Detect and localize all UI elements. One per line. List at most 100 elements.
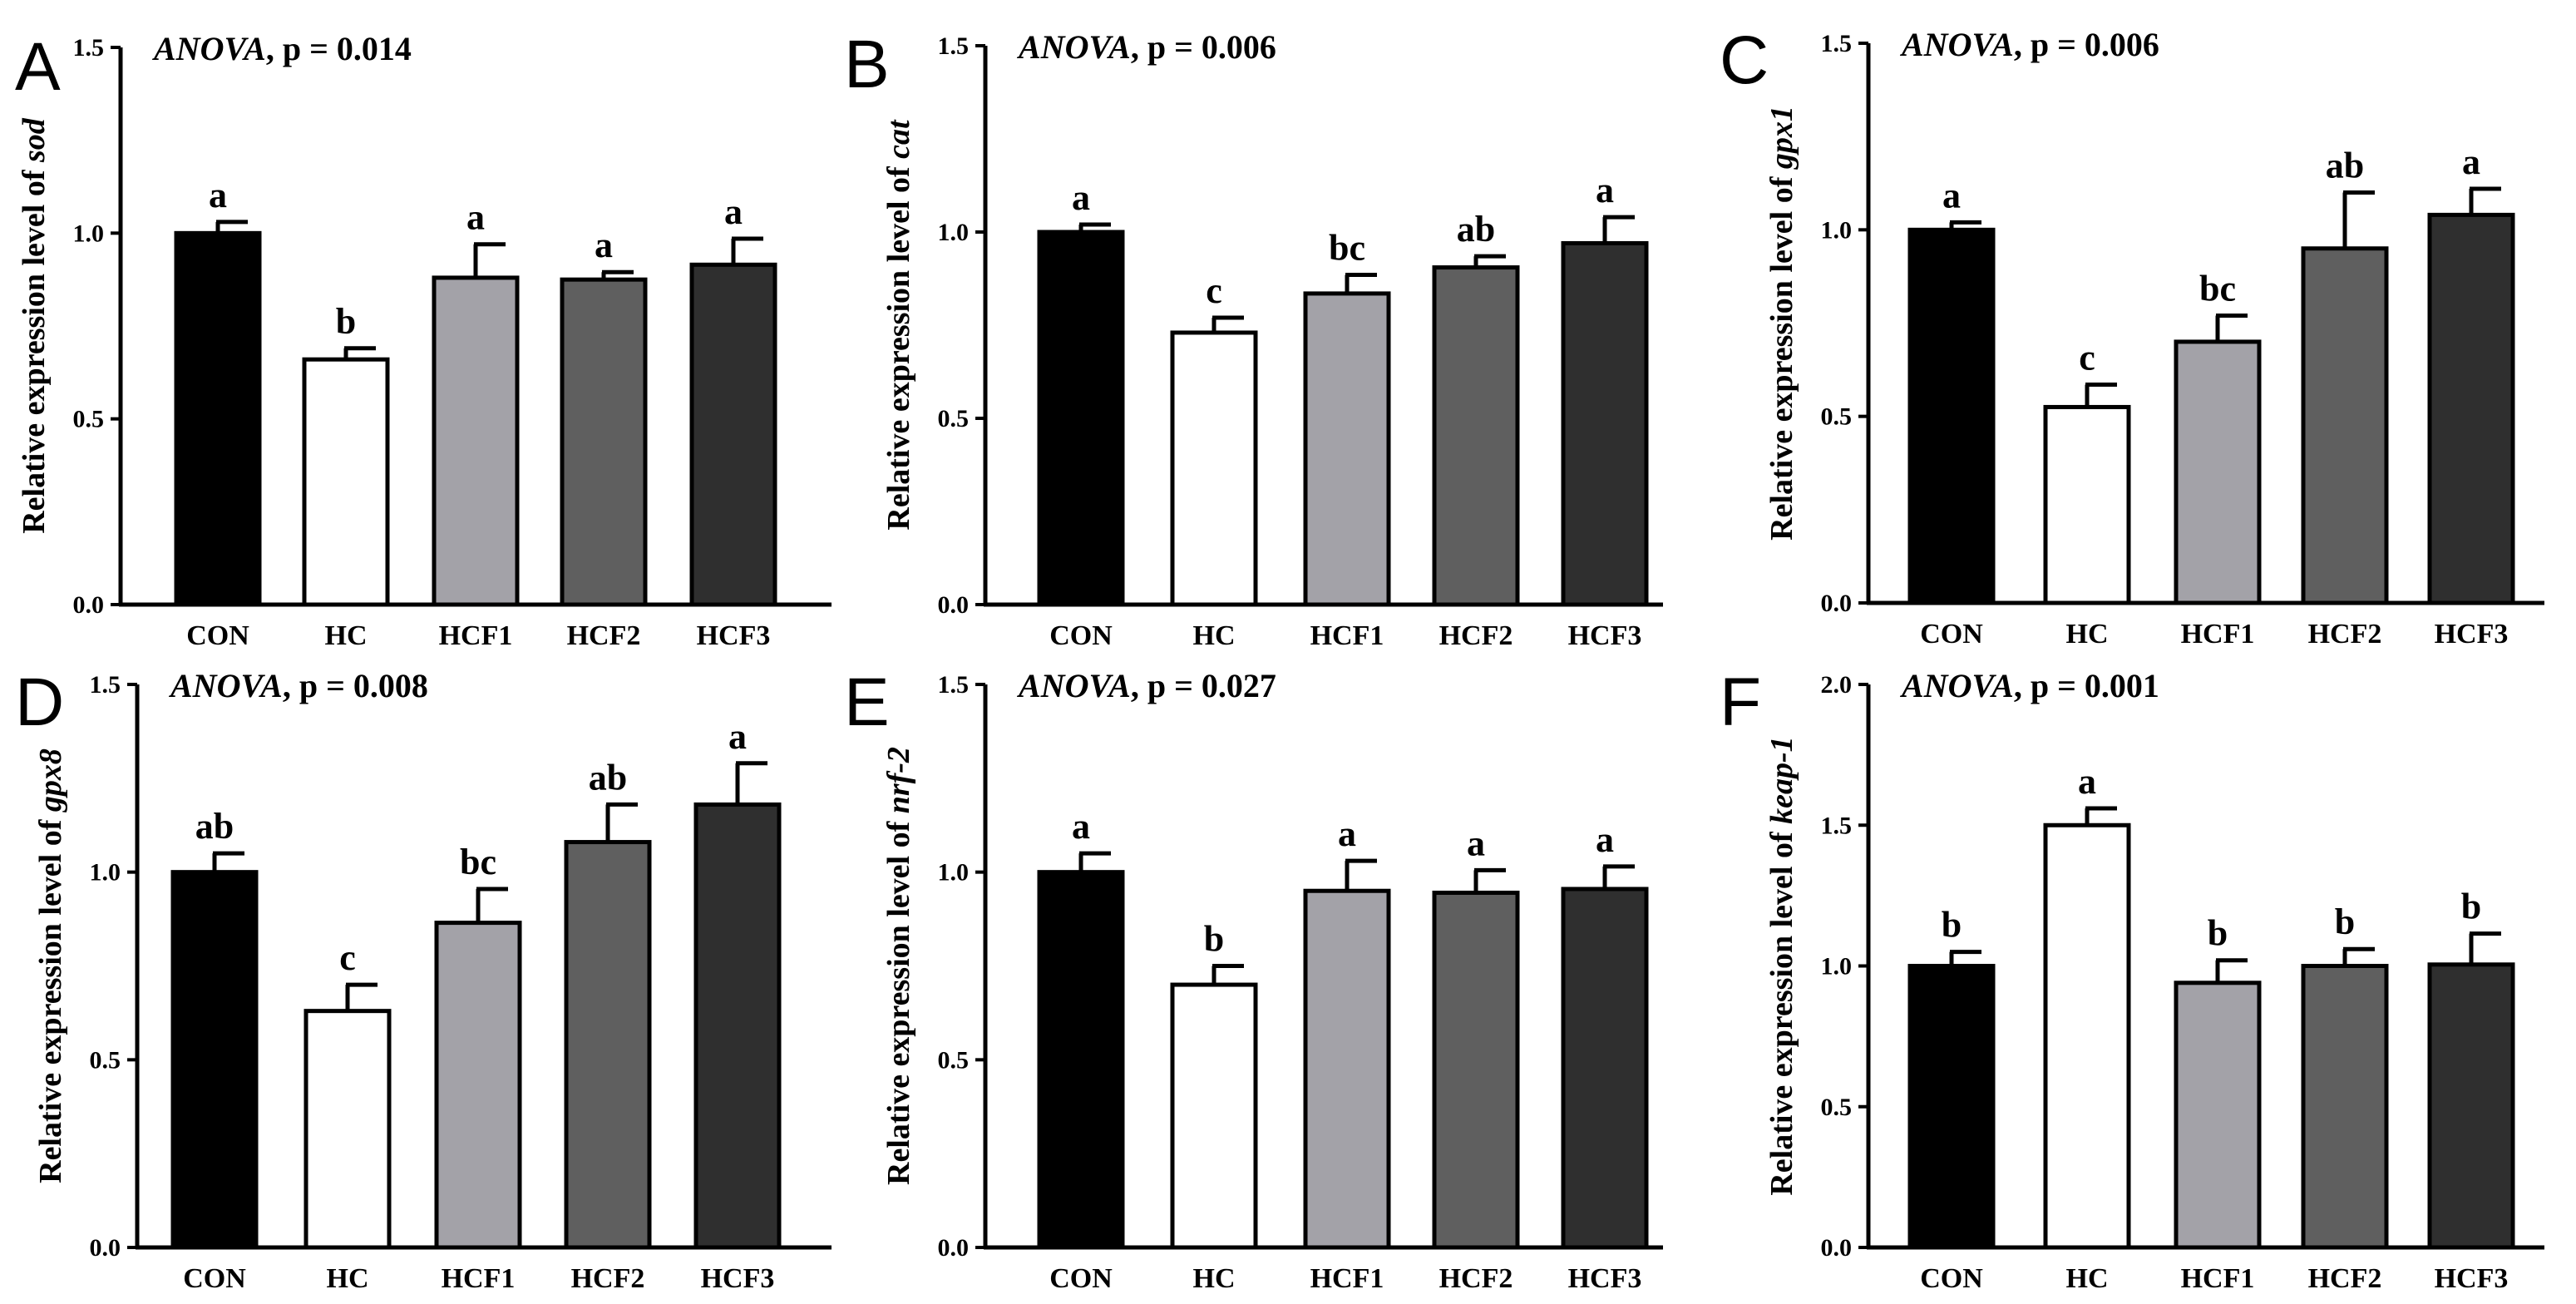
anova-annotation: ANOVA, p = 0.006 — [1899, 26, 2159, 63]
significance-letter: b — [336, 301, 356, 342]
significance-letter: ab — [195, 806, 234, 847]
panel-letter: E — [844, 664, 890, 740]
significance-letter: c — [1206, 270, 1222, 311]
y-axis-title-prefix: Relative expression level of — [881, 813, 916, 1185]
y-tick-label: 0.5 — [73, 406, 105, 433]
bar-hcf3 — [689, 262, 777, 607]
bar-con — [1907, 964, 1996, 1250]
anova-annotation: ANOVA, p = 0.008 — [168, 667, 428, 704]
anova-p-value: , p = 0.006 — [1131, 28, 1276, 66]
bar-hcf2 — [564, 840, 652, 1250]
bar-hcf2 — [2301, 964, 2389, 1250]
x-category-label: HC — [1193, 620, 1236, 651]
y-axis-title-gene: nrf-2 — [881, 747, 916, 813]
x-category-label: HC — [327, 1263, 369, 1294]
significance-letter: a — [209, 175, 227, 215]
y-axis-title-gene: sod — [17, 117, 52, 163]
chart-panel-d: D 0.0 0.5 1.0 1.5 Relative expression level o… — [15, 664, 832, 1294]
anova-annotation: ANOVA, p = 0.027 — [1016, 667, 1276, 704]
y-tick-label: 1.5 — [90, 671, 121, 699]
anova-label: ANOVA — [168, 667, 283, 704]
bar-hcf3 — [1561, 240, 1649, 607]
y-axis-title: Relative expression level of gpx8 — [33, 748, 68, 1183]
significance-letter: a — [728, 716, 747, 757]
y-tick-label: 0.5 — [1821, 1094, 1853, 1121]
x-category-label: HCF2 — [567, 620, 641, 651]
y-axis-title-gene: gpx8 — [33, 748, 68, 813]
y-tick-label: 1.5 — [938, 32, 970, 60]
x-category-label: HCF1 — [1310, 620, 1384, 651]
y-axis-title: Relative expression level of gpx1 — [1764, 106, 1799, 541]
bar-hc — [302, 357, 390, 607]
y-axis-title-gene: keap-1 — [1764, 736, 1799, 824]
significance-letter: a — [1467, 822, 1485, 863]
y-tick-label: 0.0 — [938, 1234, 970, 1262]
y-axis-title-prefix: Relative expression level of — [1764, 169, 1799, 541]
anova-label: ANOVA — [1899, 26, 2014, 63]
y-tick-label: 0.5 — [938, 1046, 970, 1074]
significance-letter: a — [1596, 170, 1614, 210]
y-axis-title: Relative expression level of cat — [881, 119, 916, 531]
anova-label: ANOVA — [1016, 667, 1131, 704]
y-tick-label: 1.5 — [1821, 812, 1853, 839]
x-category-label: CON — [1920, 1263, 1983, 1294]
anova-annotation: ANOVA, p = 0.001 — [1899, 667, 2159, 704]
x-category-label: CON — [1049, 1263, 1113, 1294]
bar-hcf3 — [693, 802, 782, 1250]
bar-hc — [2043, 404, 2131, 605]
y-tick-label: 1.0 — [90, 859, 121, 887]
panel-letter: A — [15, 29, 61, 105]
x-category-label: HCF1 — [2181, 619, 2255, 650]
chart-panel-b: B 0.0 0.5 1.0 1.5 Relative expression level o… — [844, 27, 1663, 651]
significance-letter: a — [1596, 819, 1614, 860]
y-tick-label: 0.0 — [938, 591, 970, 619]
bar-hcf2 — [560, 277, 648, 607]
x-category-label: HCF2 — [2308, 1263, 2382, 1294]
significance-letter: b — [1204, 919, 1224, 960]
bar-hcf1 — [434, 921, 522, 1250]
significance-letter: ab — [1457, 209, 1495, 249]
significance-letter: a — [2078, 761, 2096, 802]
bar-hcf1 — [1303, 291, 1391, 607]
y-tick-label: 0.0 — [1821, 590, 1853, 617]
x-category-label: HCF1 — [439, 620, 513, 651]
bar-hcf1 — [432, 275, 520, 607]
x-category-label: HCF1 — [442, 1263, 516, 1294]
y-axis-title-gene: cat — [881, 119, 916, 159]
significance-letter: a — [1338, 813, 1356, 854]
chart-panel-c: C 0.0 0.5 1.0 1.5 Relative expression level o… — [1720, 22, 2544, 650]
significance-letter: a — [1942, 175, 1961, 215]
x-category-label: HC — [325, 620, 368, 651]
anova-p-value: , p = 0.014 — [266, 30, 412, 67]
x-category-label: CON — [1049, 620, 1113, 651]
significance-letter: c — [2079, 338, 2095, 378]
y-tick-label: 1.0 — [938, 859, 970, 887]
y-tick-label: 1.5 — [1821, 30, 1853, 57]
bar-hcf1 — [1303, 888, 1391, 1250]
significance-letter: ab — [2326, 145, 2364, 185]
anova-annotation: ANOVA, p = 0.014 — [151, 30, 412, 67]
panel-letter: D — [15, 664, 64, 740]
chart-panel-a: A 0.0 0.5 1.0 1.5 Relative expression level o… — [15, 29, 832, 651]
significance-letter: a — [724, 191, 743, 232]
y-tick-label: 1.0 — [1821, 953, 1853, 980]
x-category-label: HCF2 — [571, 1263, 645, 1294]
y-tick-label: 1.0 — [938, 219, 970, 246]
significance-letter: a — [1072, 177, 1090, 218]
bar-hcf2 — [2301, 246, 2389, 605]
x-category-label: HC — [2066, 619, 2109, 650]
y-tick-label: 1.0 — [73, 220, 105, 247]
bar-hc — [1170, 982, 1258, 1250]
significance-letter: b — [1942, 905, 1962, 946]
bar-con — [170, 870, 259, 1250]
anova-p-value: , p = 0.006 — [2014, 26, 2159, 63]
anova-annotation: ANOVA, p = 0.006 — [1016, 28, 1276, 66]
bar-con — [1037, 230, 1125, 607]
bar-hcf2 — [1432, 890, 1520, 1250]
y-axis-title-prefix: Relative expression level of — [17, 162, 52, 534]
x-category-label: HCF3 — [697, 620, 771, 651]
y-axis-title: Relative expression level of keap-1 — [1764, 736, 1799, 1195]
y-tick-label: 0.0 — [73, 591, 105, 619]
bar-hcf1 — [2174, 339, 2262, 605]
